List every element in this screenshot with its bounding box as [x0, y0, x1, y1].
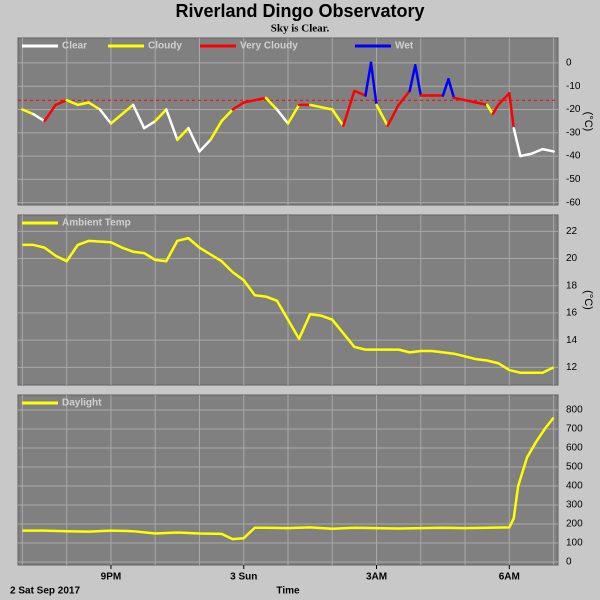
sky-segment [242, 98, 257, 104]
y-tick-label: -60 [566, 197, 581, 208]
y-tick-label: 800 [566, 405, 583, 416]
y-tick-label: -20 [566, 104, 581, 115]
sky-segment [353, 89, 367, 97]
y-tick-label: 20 [566, 253, 578, 264]
sky-segment [153, 108, 168, 123]
y-tick-label: 600 [566, 443, 583, 454]
y-tick-label: 22 [566, 226, 578, 237]
sky-segment [414, 64, 423, 97]
sky-segment [441, 77, 450, 97]
sky-segment [98, 108, 113, 125]
sky-segment [87, 101, 102, 111]
sky-segment [231, 101, 245, 111]
sky-segment [369, 61, 378, 107]
y-tick-label: -50 [566, 174, 581, 185]
sky-segment [198, 138, 212, 153]
sky-segment [176, 126, 190, 142]
x-axis-label: Time [276, 586, 300, 597]
sky-segment [286, 103, 301, 125]
legend-label: Wet [395, 41, 414, 52]
sky-segment [319, 105, 334, 111]
y-tick-label: -10 [566, 81, 581, 92]
sky-segment [220, 108, 234, 123]
y-tick-label: 300 [566, 500, 583, 511]
sky-segment [474, 101, 489, 107]
y-tick-label: -30 [566, 127, 581, 138]
y-tick-label: 700 [566, 424, 583, 435]
sky-segment [447, 77, 456, 100]
sky-segment [109, 112, 124, 125]
chart-title: Riverland Dingo Observatory [175, 1, 424, 21]
sky-segment [21, 108, 35, 116]
sky-segment [463, 98, 478, 104]
chart-subtitle: Sky is Clear. [271, 23, 330, 35]
x-tick-label: 9PM [101, 572, 122, 583]
sky-segment [408, 64, 417, 93]
data-line [22, 236, 555, 375]
legend-label: Clear [62, 41, 87, 52]
legend-label: Daylight [62, 398, 102, 409]
y-tick-label: 0 [566, 58, 572, 69]
sky-segment [142, 119, 157, 130]
sky-segment [120, 103, 135, 116]
legend-label: Cloudy [148, 41, 182, 52]
legend-label: Very Cloudy [240, 41, 298, 52]
y-axis-label: (°C) [582, 112, 594, 132]
sky-segment [375, 103, 389, 128]
sky-segment [452, 96, 467, 102]
sky-segment [43, 103, 57, 123]
sky-segment [512, 126, 522, 158]
sky-segment [32, 112, 46, 123]
sky-segment [253, 96, 268, 102]
sky-segment [397, 89, 411, 107]
sky-segment [331, 108, 345, 128]
sky-segment [386, 103, 400, 128]
data-line [22, 416, 555, 541]
sky-segment [209, 119, 223, 142]
sky-segment [530, 147, 544, 156]
sky-segment [76, 101, 91, 107]
sky-segment [508, 91, 515, 130]
x-tick-label: 3AM [366, 572, 387, 583]
y-tick-label: 500 [566, 462, 583, 473]
sky-segment [496, 91, 511, 107]
y-tick-label: 100 [566, 538, 583, 549]
sky-segment [275, 108, 290, 125]
sky-segment [165, 108, 179, 142]
sky-segment [491, 103, 500, 116]
y-tick-label: 12 [566, 362, 578, 373]
sky-segment [485, 103, 494, 116]
sky-segment [364, 61, 373, 97]
y-tick-label: 400 [566, 481, 583, 492]
y-tick-label: 200 [566, 519, 583, 530]
y-tick-label: 16 [566, 308, 578, 319]
date-label: 2 Sat Sep 2017 [10, 586, 80, 597]
x-tick-label: 6AM [499, 572, 520, 583]
sky-segment [65, 98, 80, 107]
sky-segment [131, 103, 146, 130]
y-tick-label: 0 [566, 557, 572, 568]
legend-label: Ambient Temp [62, 218, 131, 229]
x-tick-label: 3 Sun [230, 572, 257, 583]
y-tick-label: -40 [566, 151, 581, 162]
y-tick-label: 14 [566, 335, 578, 346]
sky-segment [308, 103, 323, 109]
y-axis-label: (°C) [582, 290, 594, 310]
sky-segment [54, 98, 68, 107]
sky-segment [187, 126, 201, 153]
sky-segment [541, 147, 555, 153]
y-tick-label: 18 [566, 280, 578, 291]
sky-segment [342, 89, 356, 128]
sky-segment [264, 96, 279, 111]
sky-segment [519, 152, 533, 158]
